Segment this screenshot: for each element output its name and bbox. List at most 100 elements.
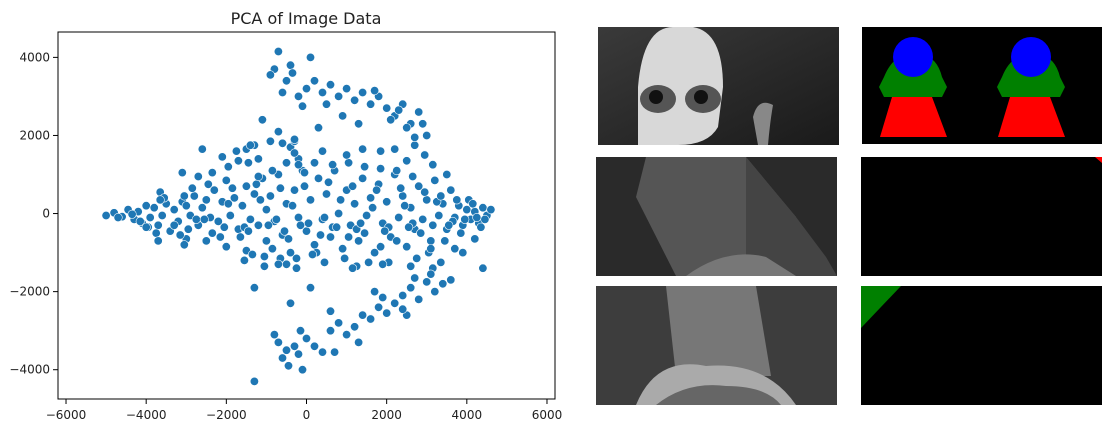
scatter-point xyxy=(309,240,319,250)
scatter-point xyxy=(434,211,444,221)
scatter-point xyxy=(350,199,360,209)
scatter-point xyxy=(334,91,344,101)
scatter-point xyxy=(460,214,470,224)
scatter-point xyxy=(153,220,163,230)
scatter-point xyxy=(127,209,137,219)
scatter-point xyxy=(265,70,275,80)
scatter-point xyxy=(486,205,496,215)
scatter-point xyxy=(293,160,303,170)
scatter-point xyxy=(344,158,354,168)
scatter-point xyxy=(309,341,319,351)
scatter-point xyxy=(291,263,301,273)
scatter-point xyxy=(382,103,392,113)
scatter-point xyxy=(344,232,354,242)
scatter-point xyxy=(191,214,201,224)
scatter-point xyxy=(255,195,265,205)
y-tick-label: −4000 xyxy=(9,363,50,377)
scatter-point xyxy=(372,185,382,195)
scatter-point xyxy=(297,101,307,111)
scatter-point xyxy=(370,86,380,96)
scatter-point xyxy=(456,228,466,238)
y-tick-label: 2000 xyxy=(19,128,50,142)
scatter-point xyxy=(285,298,295,308)
scatter-point xyxy=(325,306,335,316)
scatter-point xyxy=(169,205,179,215)
scatter-point xyxy=(382,308,392,318)
scatter-point xyxy=(319,213,329,223)
scatter-point xyxy=(342,84,352,94)
scatter-point xyxy=(412,253,422,263)
scatter-point xyxy=(444,220,454,230)
scatter-point xyxy=(293,349,303,359)
scatter-point xyxy=(358,144,368,154)
scatter-point xyxy=(398,304,408,314)
scatter-point xyxy=(201,236,211,246)
scatter-point xyxy=(446,185,456,195)
scatter-point xyxy=(299,168,309,178)
scatter-point xyxy=(414,181,424,191)
scatter-point xyxy=(273,337,283,347)
scatter-point xyxy=(342,150,352,160)
scatter-point xyxy=(317,88,327,98)
thumbnail-photo-1 xyxy=(598,27,839,145)
scatter-point xyxy=(187,183,197,193)
scatter-point xyxy=(249,189,259,199)
scatter-point xyxy=(289,148,299,158)
scatter-point xyxy=(328,160,338,170)
scatter-point xyxy=(428,160,438,170)
scatter-point xyxy=(245,214,255,224)
scatter-point xyxy=(227,183,237,193)
scatter-point xyxy=(390,144,400,154)
scatter-point xyxy=(221,175,231,185)
scatter-point xyxy=(394,105,404,115)
scatter-point xyxy=(382,197,392,207)
scatter-point xyxy=(402,156,412,166)
scatter-point xyxy=(221,242,231,252)
pca-scatter-plot: PCA of Image Data −6000 −4000 −2000 0 2000 40… xyxy=(9,9,562,422)
scatter-point xyxy=(101,211,111,221)
scatter-point xyxy=(217,152,227,162)
scatter-point xyxy=(307,250,317,260)
scatter-point xyxy=(207,228,217,238)
scatter-point xyxy=(438,279,448,289)
scatter-points xyxy=(101,46,496,386)
x-tick-label: 4000 xyxy=(452,408,483,422)
scatter-point xyxy=(253,154,263,164)
scatter-point xyxy=(141,222,151,232)
scatter-point xyxy=(398,191,408,201)
scatter-point xyxy=(348,263,358,273)
scatter-point xyxy=(334,209,344,219)
scatter-point xyxy=(360,228,370,238)
scatter-point xyxy=(261,205,271,215)
scatter-point xyxy=(422,277,432,287)
scatter-point xyxy=(458,248,468,258)
scatter-point xyxy=(392,236,402,246)
scatter-point xyxy=(295,220,305,230)
scatter-point xyxy=(450,244,460,254)
scatter-point xyxy=(418,214,428,224)
scatter-point xyxy=(273,259,283,269)
scatter-point xyxy=(325,80,335,90)
scatter-point xyxy=(317,347,327,357)
scatter-point xyxy=(390,298,400,308)
scatter-point xyxy=(113,213,123,223)
scatter-point xyxy=(277,353,287,363)
scatter-point xyxy=(177,168,187,178)
scatter-point xyxy=(281,259,291,269)
scatter-point xyxy=(169,220,179,230)
scatter-point xyxy=(442,170,452,180)
scatter-point xyxy=(358,88,368,98)
scatter-point xyxy=(241,181,251,191)
scatter-point xyxy=(135,216,145,226)
scatter-point xyxy=(313,123,323,133)
scatter-point xyxy=(231,146,241,156)
scatter-point xyxy=(281,158,291,168)
scatter-point xyxy=(285,60,295,70)
scatter-point xyxy=(289,134,299,144)
scatter-point xyxy=(394,213,404,223)
scatter-point xyxy=(410,140,420,150)
scatter-point xyxy=(157,211,167,221)
scatter-point xyxy=(414,107,424,117)
y-axis-ticks: −4000 −2000 0 2000 4000 xyxy=(9,50,58,377)
scatter-point xyxy=(418,119,428,129)
